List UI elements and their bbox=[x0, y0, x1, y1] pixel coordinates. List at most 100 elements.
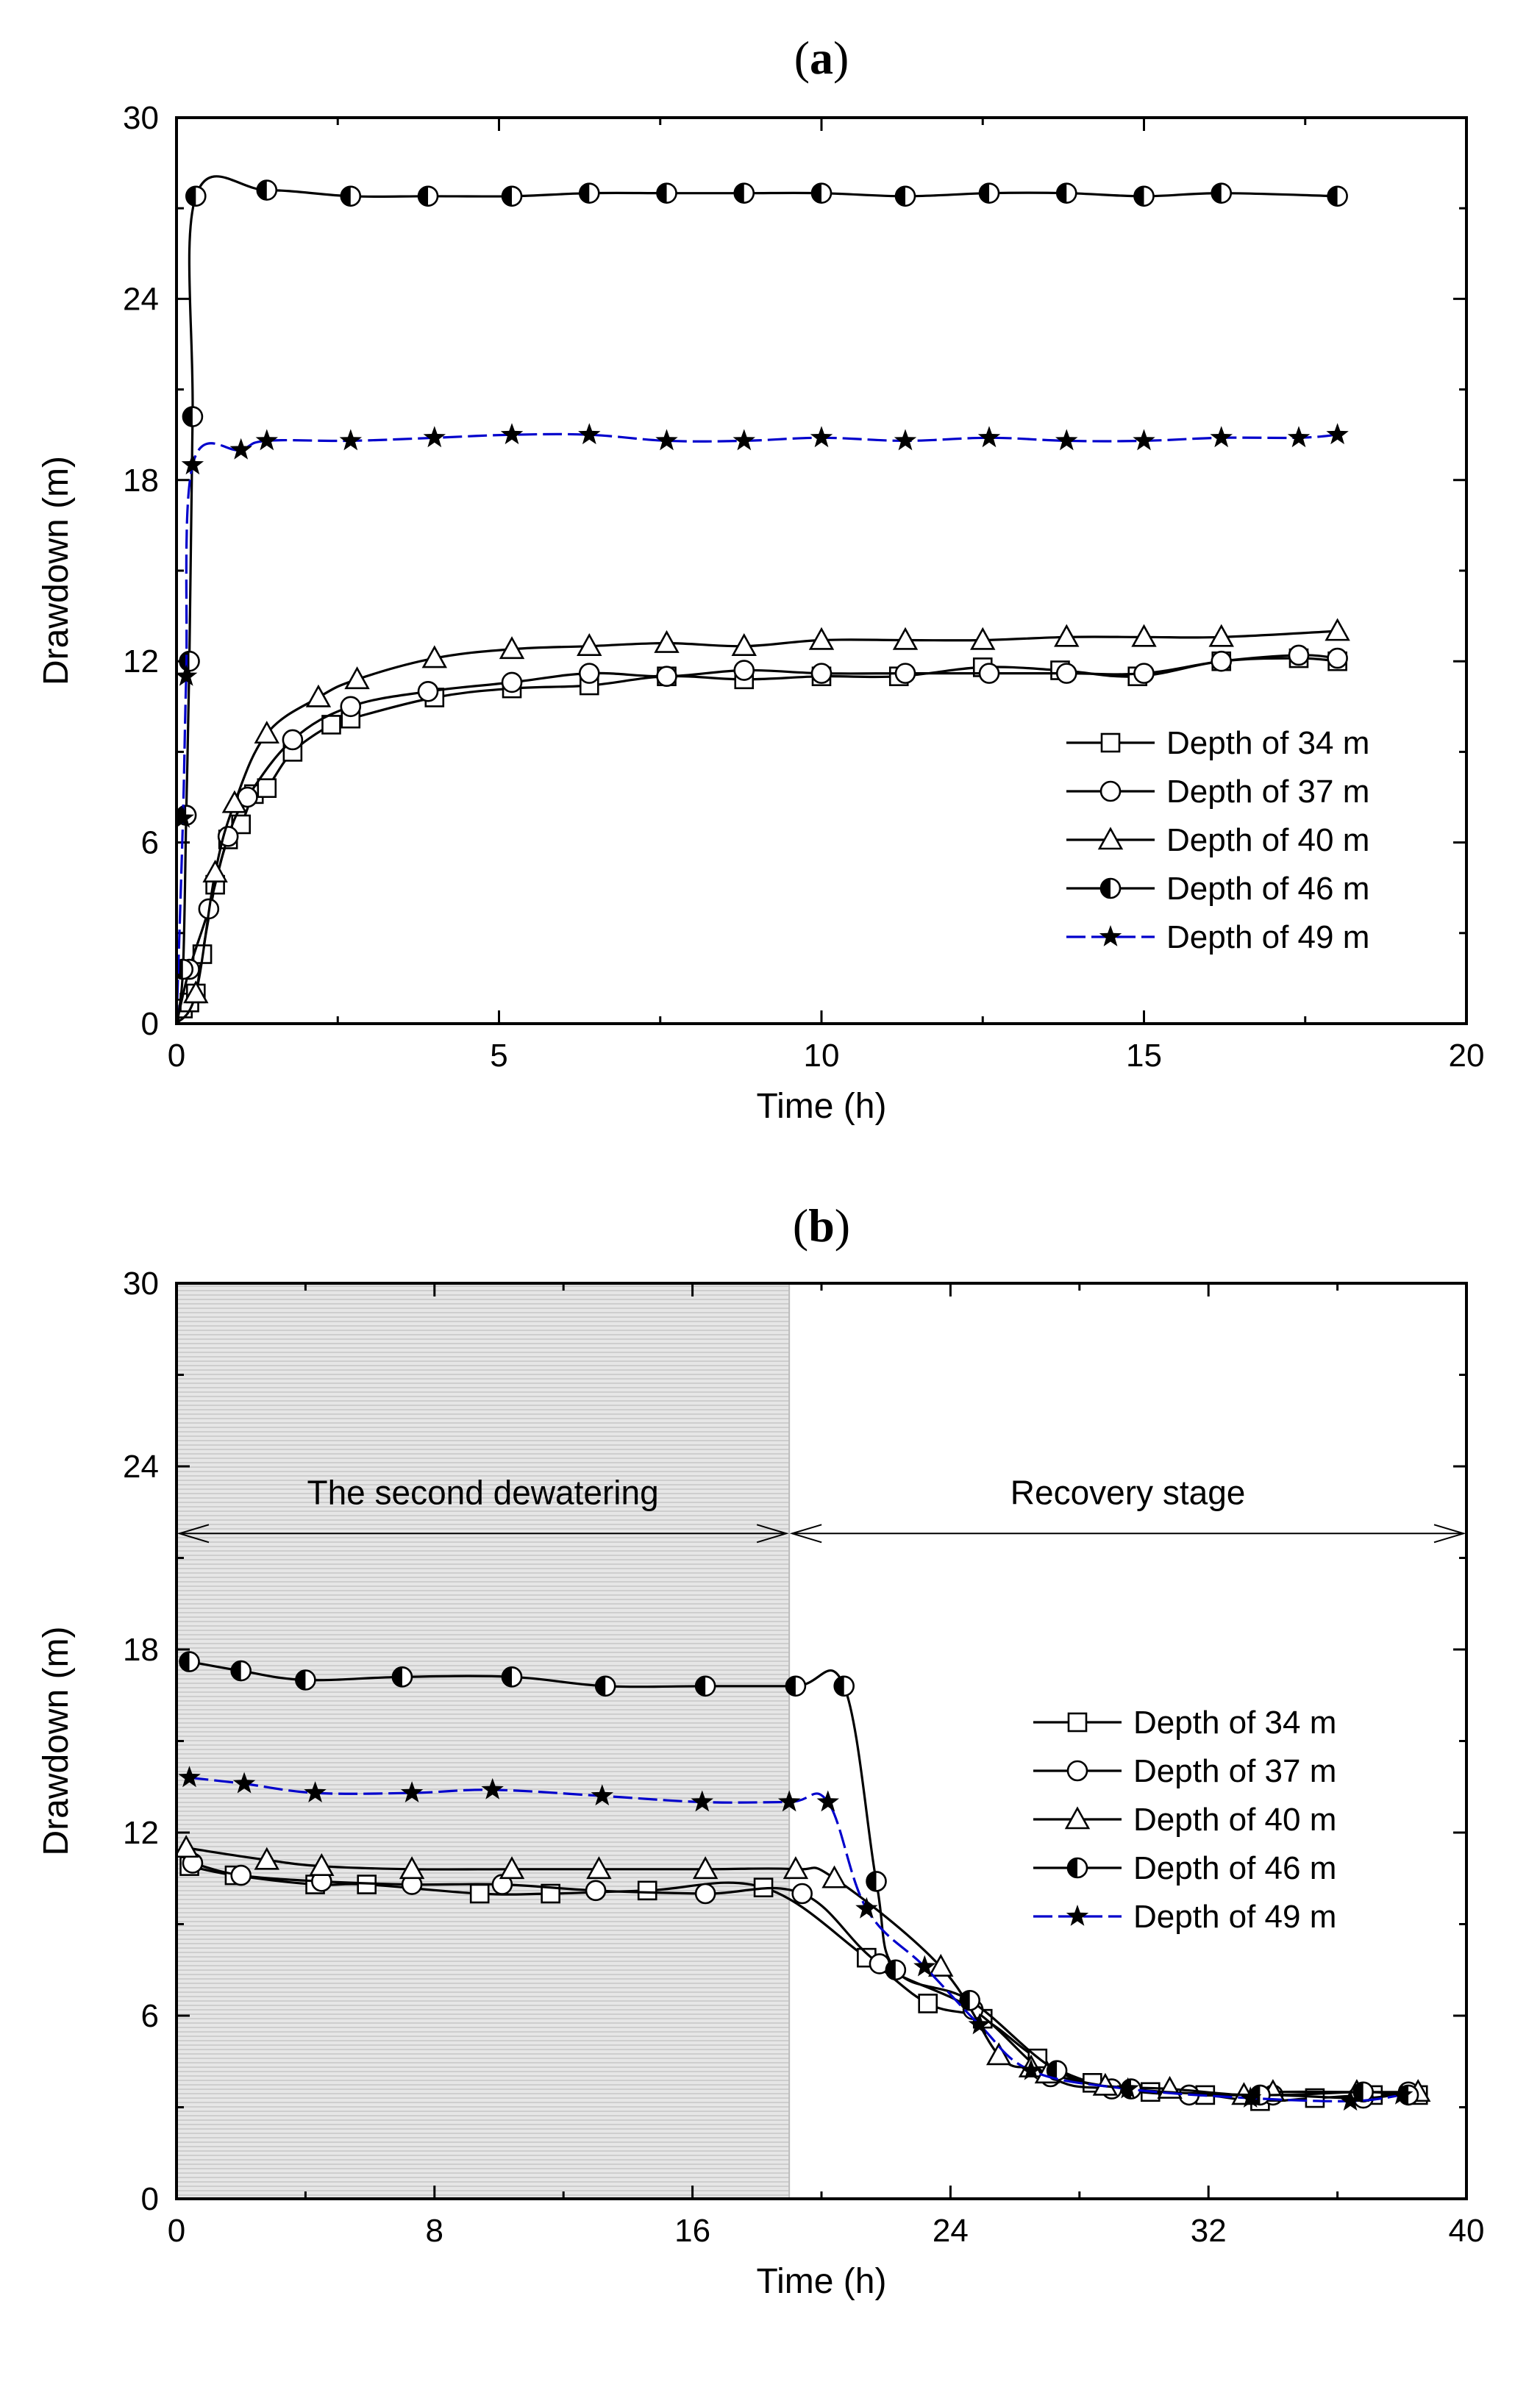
panel-a-point-3-18-fill bbox=[1211, 183, 1222, 203]
panel-a-point-4-16 bbox=[1133, 429, 1155, 451]
panel-b-legend-marker-3 bbox=[1066, 1857, 1088, 1879]
panel-a-point-2-13 bbox=[892, 627, 919, 650]
panel-b-legend-marker-4 bbox=[1066, 1905, 1089, 1926]
panel-b-point-3-8 bbox=[833, 1675, 855, 1697]
panel-a-point-3-6-fill bbox=[257, 180, 267, 200]
panel-a-point-2-1 bbox=[183, 980, 209, 1004]
panel-a-point-3-8-fill bbox=[418, 186, 429, 206]
panel-a-point-3-7 bbox=[340, 185, 362, 207]
panel-b-series-line-1 bbox=[192, 1861, 1409, 2100]
panel-a-xtick-label-2: 10 bbox=[804, 1038, 840, 1074]
panel-a-point-3-15-fill bbox=[980, 183, 990, 203]
panel-b-xtick-label-0: 0 bbox=[168, 2213, 185, 2249]
panel-a-point-2-3 bbox=[221, 790, 248, 813]
panel-a-point-1-6 bbox=[340, 696, 362, 718]
panel-b-annot-arrowhead-right-0 bbox=[756, 1524, 789, 1544]
panel-a-point-2-16 bbox=[1131, 624, 1157, 647]
panel-b-legend-marker-2 bbox=[1064, 1806, 1091, 1830]
panel-a-point-3-4-fill bbox=[182, 407, 193, 427]
panel-b-point-3-3 bbox=[391, 1666, 413, 1688]
panel-b-point-4-4 bbox=[481, 1777, 504, 1799]
panel-a-legend-label-4: Depth of 49 m bbox=[1166, 919, 1369, 955]
panel-b-point-2-8 bbox=[821, 1865, 847, 1888]
panel-b-x-axis-title: Time (h) bbox=[757, 2262, 887, 2301]
panel-a-point-3-13-fill bbox=[812, 183, 821, 203]
panel-b-ytick-label-3: 18 bbox=[123, 1632, 159, 1668]
panel-a-point-2-7 bbox=[421, 645, 448, 668]
panel-a-ytick-label-4: 24 bbox=[123, 281, 159, 317]
panel-a-legend-marker-4 bbox=[1099, 925, 1122, 946]
panel-b-point-2-6 bbox=[692, 1856, 719, 1880]
panel-a-point-1-13 bbox=[894, 663, 916, 684]
panel-b-point-3-4 bbox=[501, 1666, 523, 1688]
panel-a-point-1-14 bbox=[978, 663, 1000, 684]
panel-b-point-3-15-fill bbox=[1353, 2082, 1363, 2102]
panel-b-point-4-5 bbox=[591, 1784, 613, 1806]
panel-b-ytick-label-5: 30 bbox=[123, 1266, 159, 1302]
panel-b-frame bbox=[175, 1282, 1468, 2200]
panel-b-ticks: 0 8 16 24 32 40 0 6 12 18 24 30 bbox=[123, 1266, 1484, 2249]
panel-a-point-3-11-fill bbox=[657, 183, 667, 203]
panel-b-title: (b) bbox=[793, 1199, 850, 1252]
panel-b-point-3-11-fill bbox=[960, 1991, 970, 2011]
panel-a-point-3-7-fill bbox=[341, 186, 351, 206]
panel-a-xtick-label-0: 0 bbox=[168, 1038, 185, 1074]
panel-a-legend: Depth of 34 m Depth of 37 m Depth of 40 m D… bbox=[1066, 725, 1369, 955]
panel-a-point-1-10 bbox=[656, 666, 677, 688]
panel-b-xtick-label-3: 24 bbox=[933, 2213, 969, 2249]
panel-a-point-4-2 bbox=[177, 664, 198, 686]
panel-a-point-2-4 bbox=[254, 721, 279, 744]
panel-b-ytick-label-4: 24 bbox=[123, 1449, 159, 1485]
panel-b-point-2-1 bbox=[254, 1847, 279, 1870]
panel-b-point-1-7 bbox=[791, 1883, 813, 1905]
panel-a-point-3-5 bbox=[185, 185, 207, 207]
panel-a-title-letter: a bbox=[810, 32, 833, 84]
panel-a-title-open: ( bbox=[794, 32, 810, 84]
panel-a-point-2-10 bbox=[654, 629, 680, 653]
panel-b-point-4-16 bbox=[1391, 2083, 1414, 2105]
panel-a-series-4 bbox=[177, 423, 1349, 1024]
panel-a-point-3-18 bbox=[1211, 182, 1233, 204]
panel-b-series-4 bbox=[178, 1766, 1414, 2111]
panel-a-point-3-17-fill bbox=[1134, 186, 1144, 206]
panel-b-annot-arrowhead-left-1 bbox=[789, 1524, 822, 1544]
panel-b-point-3-7 bbox=[785, 1675, 807, 1697]
panel-a-title-close: ) bbox=[833, 32, 849, 84]
panel-a-point-2-5 bbox=[305, 684, 332, 707]
panel-b-point-4-6 bbox=[691, 1790, 713, 1812]
panel-a-point-2-18 bbox=[1325, 618, 1350, 641]
panel-b-point-3-6 bbox=[694, 1675, 716, 1697]
panel-a-legend-marker-3-fill bbox=[1101, 879, 1111, 898]
panel-b-point-3-6-fill bbox=[696, 1676, 706, 1696]
panel-b-annot-arrowhead-right-1 bbox=[1433, 1524, 1466, 1544]
panel-b-point-0-4 bbox=[469, 1883, 490, 1904]
panel-a-point-3-9-fill bbox=[502, 186, 513, 206]
panel-a-point-1-18 bbox=[1288, 644, 1310, 666]
panel-b-point-3-7-fill bbox=[785, 1676, 796, 1696]
panel-a-point-3-19-fill bbox=[1327, 186, 1338, 206]
panel-b-ytick-label-0: 0 bbox=[141, 2181, 159, 2217]
panel-a-title: (a) bbox=[794, 32, 849, 84]
panel-b-point-3-11 bbox=[959, 1989, 981, 2011]
panel-b-ytick-label-1: 6 bbox=[141, 1998, 159, 2034]
panel-a-point-4-4 bbox=[229, 438, 252, 460]
panel-b-shaded-region bbox=[177, 1283, 790, 2199]
panel-a-ytick-label-3: 18 bbox=[123, 463, 159, 499]
panel-b-point-3-1 bbox=[230, 1660, 252, 1682]
panel-b-point-3-9 bbox=[866, 1871, 887, 1892]
panel-b-annot-arrowhead-left-0 bbox=[177, 1524, 210, 1544]
panel-b-series-group bbox=[177, 1651, 1431, 2111]
panel-a-point-3-9 bbox=[501, 185, 523, 207]
panel-b-point-3-5-fill bbox=[596, 1676, 606, 1696]
panel-b-series-line-4 bbox=[189, 1776, 1402, 2102]
panel-a-ytick-label-2: 12 bbox=[123, 643, 159, 679]
panel-a-point-2-14 bbox=[970, 627, 996, 650]
panel-b-point-2-2 bbox=[309, 1852, 335, 1876]
panel-b-point-2-3 bbox=[399, 1856, 425, 1880]
panel-b-point-3-5 bbox=[594, 1675, 616, 1697]
panel-a-series-group bbox=[177, 175, 1350, 1024]
panel-a-point-3-11 bbox=[656, 182, 677, 204]
panel-a-point-4-11 bbox=[732, 429, 755, 451]
panel-a-x-axis-title: Time (h) bbox=[757, 1087, 887, 1126]
panel-a-legend-marker-2 bbox=[1097, 827, 1124, 850]
